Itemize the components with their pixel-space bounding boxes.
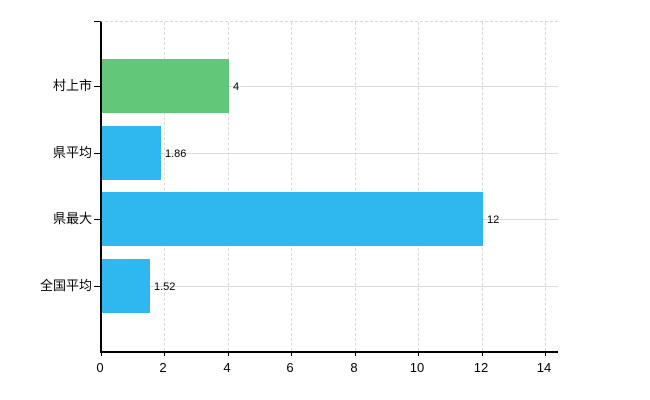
v-gridline [228, 22, 229, 351]
x-axis-tick [101, 351, 102, 356]
v-gridline [545, 22, 546, 351]
x-axis-tick [482, 351, 483, 356]
v-gridline [418, 22, 419, 351]
x-tick-label: 6 [286, 360, 294, 375]
y-axis-label: 全国平均 [39, 278, 92, 293]
x-tick-label: 10 [409, 360, 425, 375]
x-axis-tick [355, 351, 356, 356]
bar [102, 126, 161, 180]
h-gridline [102, 86, 558, 87]
bar [102, 59, 229, 113]
v-gridline [355, 22, 356, 351]
y-axis-tick [94, 86, 100, 87]
bar-value-label: 4 [233, 81, 240, 93]
plot-area: 4 1.86 12 1.52 [94, 21, 558, 356]
x-axis-tick [418, 351, 419, 356]
bar [102, 192, 483, 246]
x-axis-tick [164, 351, 165, 356]
x-axis-tick [228, 351, 229, 356]
bar-value-label: 1.86 [165, 148, 187, 160]
x-tick-label: 12 [473, 360, 489, 375]
bar [102, 259, 150, 313]
bar-value-label: 12 [487, 214, 500, 226]
x-tick-label: 14 [536, 360, 552, 375]
bar-value-label: 1.52 [154, 281, 176, 293]
y-axis-label: 村上市 [52, 78, 92, 93]
h-gridline [102, 153, 558, 154]
x-tick-label: 4 [223, 360, 231, 375]
v-gridline [164, 22, 165, 351]
x-tick-label: 8 [350, 360, 358, 375]
v-gridline [482, 22, 483, 351]
h-gridline [102, 286, 558, 287]
x-axis-tick [545, 351, 546, 356]
y-axis-label: 県平均 [52, 145, 92, 160]
v-gridline [291, 22, 292, 351]
y-axis-label: 県最大 [52, 211, 92, 226]
y-axis-tick [94, 286, 100, 287]
x-tick-label: 0 [96, 360, 104, 375]
x-axis-tick [291, 351, 292, 356]
y-axis-tick [94, 219, 100, 220]
x-tick-label: 2 [159, 360, 167, 375]
y-axis-top-tick [94, 21, 100, 22]
y-axis-tick [94, 153, 100, 154]
